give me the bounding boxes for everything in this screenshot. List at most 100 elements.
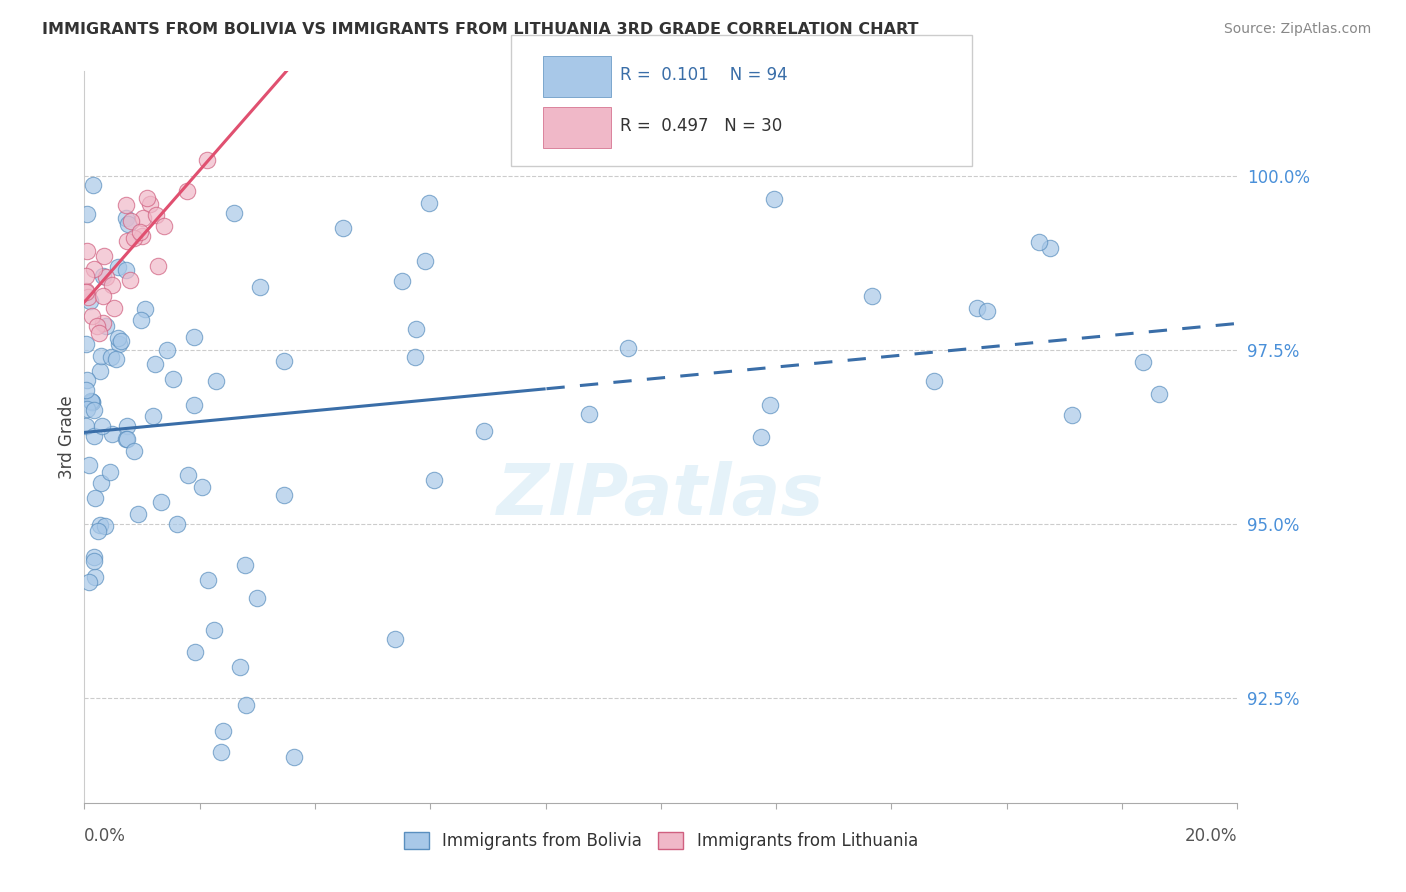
Point — [101, 278, 124, 293]
Point — [83, 261, 105, 276]
Point — [87, 326, 110, 340]
Legend: Immigrants from Bolivia, Immigrants from Lithuania: Immigrants from Bolivia, Immigrants from… — [396, 825, 925, 856]
Point — [129, 313, 152, 327]
Point — [131, 229, 153, 244]
Point — [86, 319, 108, 334]
Point — [405, 321, 427, 335]
Point — [117, 234, 139, 248]
Point — [83, 491, 105, 505]
Point — [249, 280, 271, 294]
Point — [79, 294, 101, 309]
Point — [117, 217, 139, 231]
Point — [212, 723, 235, 738]
FancyBboxPatch shape — [543, 107, 612, 148]
Point — [145, 208, 167, 222]
Text: R =  0.101    N = 94: R = 0.101 N = 94 — [620, 66, 789, 84]
Point — [84, 570, 107, 584]
Point — [90, 418, 112, 433]
Point — [176, 184, 198, 198]
Point — [75, 383, 97, 397]
FancyBboxPatch shape — [510, 35, 972, 167]
Text: 0.0%: 0.0% — [84, 827, 127, 846]
Point — [166, 516, 188, 531]
Point — [976, 304, 998, 318]
Point — [82, 395, 104, 409]
Point — [75, 285, 97, 300]
Point — [204, 374, 226, 388]
Point — [82, 178, 104, 193]
Point — [332, 220, 354, 235]
Point — [966, 301, 988, 316]
Point — [1132, 355, 1154, 369]
Point — [93, 249, 115, 263]
Point — [135, 191, 157, 205]
Point — [75, 419, 97, 434]
Point — [177, 468, 200, 483]
Text: Source: ZipAtlas.com: Source: ZipAtlas.com — [1223, 22, 1371, 37]
Point — [93, 316, 115, 330]
Point — [860, 289, 883, 303]
Point — [89, 364, 111, 378]
Point — [124, 444, 146, 458]
Point — [422, 474, 444, 488]
Text: ZIPatlas: ZIPatlas — [498, 461, 824, 530]
Point — [110, 334, 132, 349]
Point — [100, 465, 122, 479]
Point — [77, 574, 100, 589]
Point — [90, 349, 112, 363]
Point — [107, 331, 129, 345]
Point — [273, 488, 295, 502]
Point — [115, 198, 138, 212]
Point — [75, 269, 97, 284]
Point — [222, 206, 245, 220]
Point — [90, 475, 112, 490]
Point — [142, 409, 165, 423]
Point — [115, 262, 138, 277]
Point — [191, 480, 214, 494]
Point — [83, 554, 105, 568]
Point — [1149, 386, 1171, 401]
Point — [83, 403, 105, 417]
Point — [1028, 235, 1050, 250]
Point — [89, 517, 111, 532]
Y-axis label: 3rd Grade: 3rd Grade — [58, 395, 76, 479]
Point — [156, 343, 179, 357]
Point — [418, 195, 440, 210]
Text: R =  0.497   N = 30: R = 0.497 N = 30 — [620, 118, 783, 136]
Point — [131, 211, 153, 225]
Text: 20.0%: 20.0% — [1185, 827, 1237, 846]
Point — [76, 244, 98, 259]
Point — [211, 745, 233, 759]
Point — [134, 301, 156, 316]
Point — [114, 432, 136, 446]
Point — [80, 394, 103, 409]
Point — [149, 495, 172, 509]
Point — [235, 558, 257, 573]
Point — [117, 432, 139, 446]
Point — [195, 153, 218, 167]
Point — [127, 508, 149, 522]
Point — [83, 550, 105, 565]
Point — [617, 341, 640, 355]
Point — [129, 225, 152, 239]
Point — [153, 219, 176, 234]
Point — [115, 211, 138, 226]
Point — [82, 395, 104, 409]
Point — [76, 207, 98, 221]
Point — [87, 524, 110, 539]
Point — [229, 660, 252, 674]
Point — [100, 350, 122, 364]
Point — [1060, 408, 1083, 422]
Point — [162, 372, 184, 386]
Point — [759, 398, 782, 412]
Point — [76, 373, 98, 387]
Point — [122, 231, 145, 245]
FancyBboxPatch shape — [543, 56, 612, 97]
Point — [183, 329, 205, 343]
Point — [118, 273, 141, 287]
Point — [77, 458, 100, 473]
Point — [91, 289, 114, 303]
Point — [246, 591, 269, 606]
Point — [107, 260, 129, 274]
Point — [749, 430, 772, 444]
